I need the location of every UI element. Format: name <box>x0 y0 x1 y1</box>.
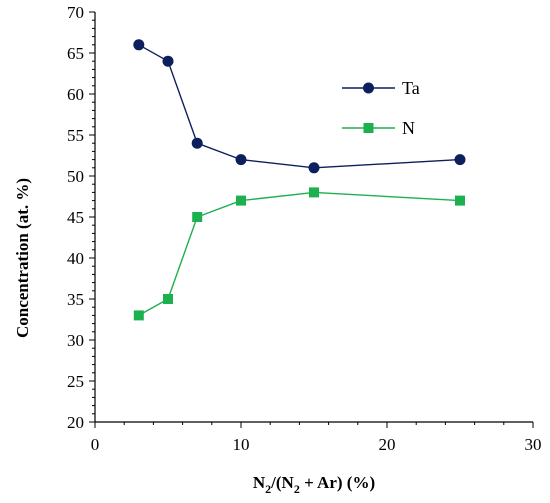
y-tick-label: 25 <box>67 372 84 391</box>
series-layer <box>133 39 466 321</box>
legend-label-ta: Ta <box>402 78 420 98</box>
data-point <box>192 212 203 222</box>
y-tick-label: 30 <box>67 331 84 350</box>
y-tick-label: 35 <box>67 290 84 309</box>
y-axis-title: Concentration (at. %) <box>13 178 32 338</box>
data-point <box>163 294 173 304</box>
y-tick-label: 50 <box>67 167 84 186</box>
data-point <box>162 55 174 67</box>
y-tick-label: 65 <box>67 44 84 63</box>
y-tick-label: 45 <box>67 208 84 227</box>
data-point <box>308 162 320 174</box>
x-axis-title: N2/(N2 + Ar) (%) <box>253 473 375 496</box>
x-title-open: /(N <box>270 473 294 492</box>
legend-marker-ta <box>363 82 374 94</box>
legend-label-n: N <box>402 118 415 138</box>
y-tick-label: 55 <box>67 126 84 145</box>
data-point <box>235 154 247 166</box>
x-tick-label: 0 <box>91 435 100 454</box>
x-ticks: 0 10 20 30 <box>91 422 542 454</box>
axes <box>94 12 533 423</box>
x-title-sub: 2 <box>265 482 271 496</box>
data-point <box>309 187 319 198</box>
x-title-sub2: 2 <box>294 482 300 496</box>
data-point <box>236 195 246 206</box>
x-title-n: N <box>253 473 266 492</box>
data-point <box>133 310 144 321</box>
x-tick-label: 20 <box>379 435 396 454</box>
data-point <box>455 195 465 206</box>
data-point <box>133 39 145 51</box>
series-n <box>133 187 465 321</box>
y-tick-label: 70 <box>67 3 84 22</box>
x-tick-label: 30 <box>525 435 542 454</box>
series-line <box>138 191 461 317</box>
y-ticks: 20 25 30 35 40 45 50 55 60 65 70 <box>67 3 95 432</box>
y-tick-label: 20 <box>67 413 84 432</box>
series-ta <box>133 39 466 174</box>
y-tick-label: 40 <box>67 249 84 268</box>
x-tick-label: 10 <box>233 435 250 454</box>
data-point <box>191 137 203 149</box>
legend: Ta N <box>342 78 420 138</box>
x-title-rest: + Ar) (%) <box>300 473 375 492</box>
series-line <box>138 44 461 169</box>
y-tick-label: 60 <box>67 85 84 104</box>
legend-marker-n <box>363 123 374 133</box>
data-point <box>454 154 466 166</box>
